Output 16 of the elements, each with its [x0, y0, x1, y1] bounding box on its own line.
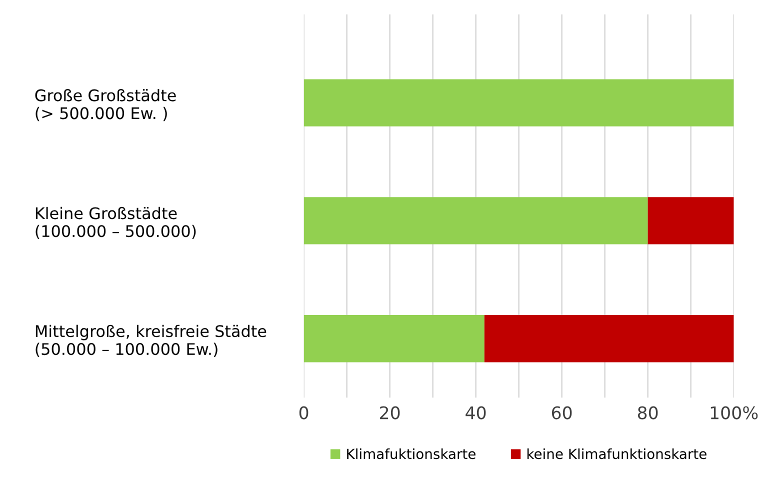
- x-tick-label: 80: [638, 406, 658, 420]
- y-tick-label: Mittelgroße, kreisfreie Städte (50.000 – 100.000 Ew.): [36, 324, 266, 357]
- x-tick-label: 100%: [710, 406, 758, 420]
- y-tick-label: Große Großstädte (> 500.000 Ew. ): [35, 89, 176, 122]
- bar: [484, 315, 734, 362]
- legend-label: Klimafuktionskarte: [347, 448, 476, 460]
- x-tick-label: 20: [380, 406, 400, 420]
- bar: [304, 197, 648, 244]
- x-tick-label: 60: [552, 406, 572, 420]
- bar: [648, 197, 734, 244]
- x-tick-label: 40: [466, 406, 486, 420]
- legend-label: keine Klimafunktionskarte: [527, 448, 706, 460]
- y-tick-label: Kleine Großstädte (100.000 – 500.000): [36, 206, 196, 240]
- bar: [304, 79, 734, 126]
- bar: [304, 315, 484, 362]
- x-tick-label: 0: [299, 406, 308, 420]
